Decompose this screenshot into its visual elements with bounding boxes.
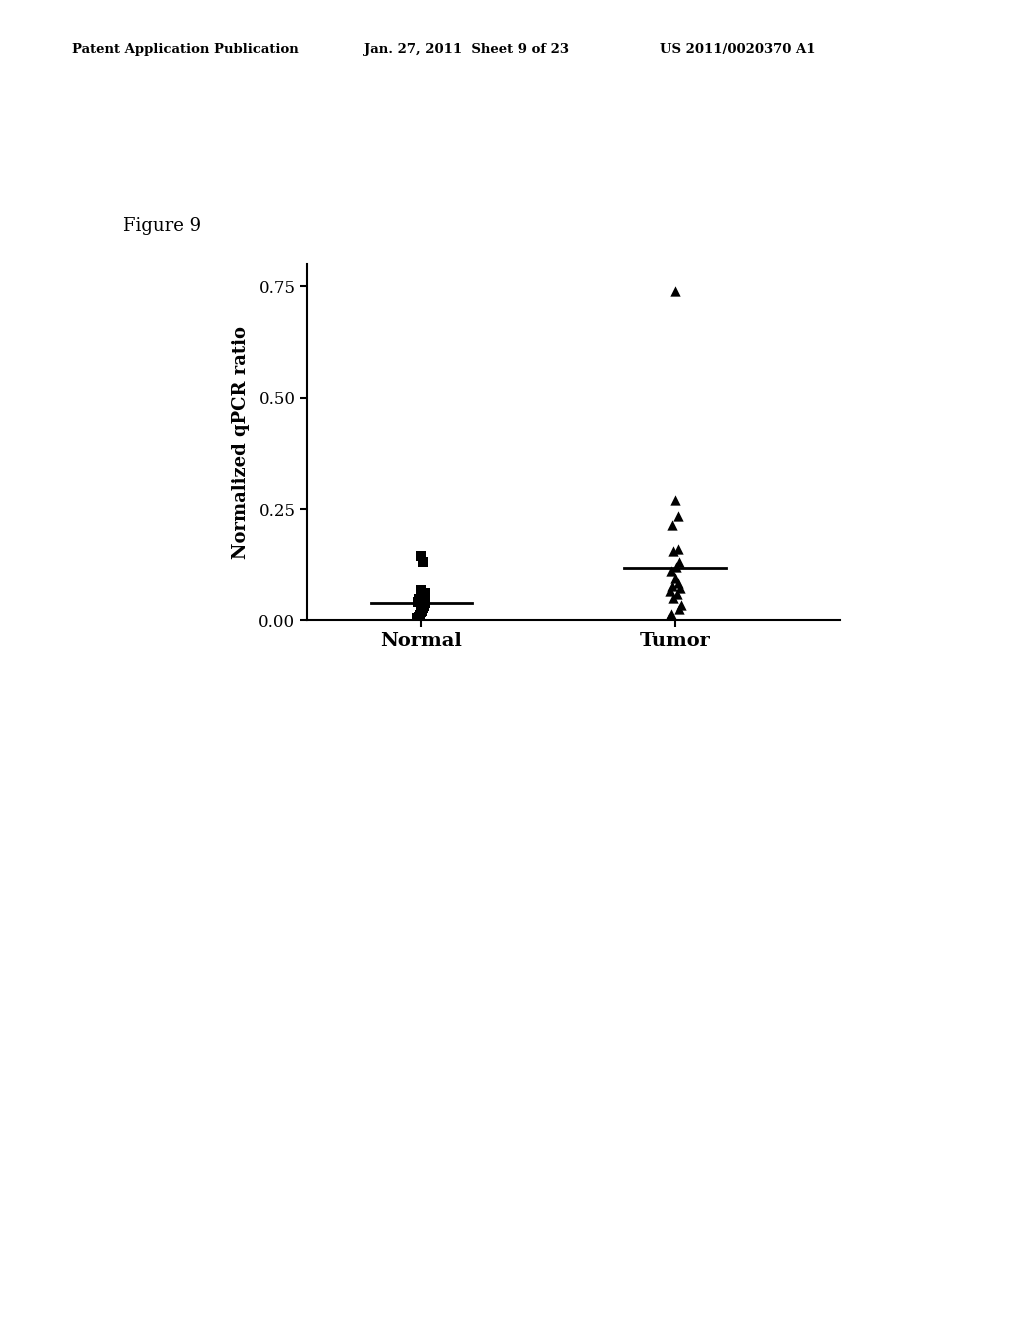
- Point: [671, 552, 687, 573]
- Point: [670, 572, 686, 593]
- Point: [663, 561, 679, 582]
- Point: [667, 490, 683, 511]
- Point: [418, 593, 434, 614]
- Point: [665, 587, 681, 609]
- Point: [670, 506, 686, 527]
- Point: [670, 539, 686, 560]
- Point: [414, 586, 430, 607]
- Point: [664, 576, 680, 597]
- Text: Figure 9: Figure 9: [123, 216, 201, 235]
- Point: [660, 607, 677, 628]
- Point: [415, 598, 431, 619]
- Point: [673, 594, 689, 615]
- Point: [667, 280, 683, 301]
- Point: [413, 602, 429, 623]
- Point: [412, 589, 428, 610]
- Point: [665, 541, 681, 562]
- Point: [413, 545, 429, 566]
- Text: US 2011/0020370 A1: US 2011/0020370 A1: [660, 42, 816, 55]
- Point: [415, 552, 431, 573]
- Point: [410, 607, 426, 628]
- Point: [664, 513, 680, 535]
- Point: [671, 599, 687, 620]
- Text: Patent Application Publication: Patent Application Publication: [72, 42, 298, 55]
- Point: [416, 595, 432, 616]
- Point: [672, 578, 688, 599]
- Point: [413, 579, 429, 601]
- Point: [414, 601, 430, 622]
- Point: [417, 582, 433, 603]
- Point: [410, 591, 426, 612]
- Point: [416, 583, 432, 605]
- Text: Jan. 27, 2011  Sheet 9 of 23: Jan. 27, 2011 Sheet 9 of 23: [364, 42, 568, 55]
- Point: [663, 603, 679, 624]
- Point: [411, 606, 427, 627]
- Point: [662, 581, 678, 602]
- Y-axis label: Normalized qPCR ratio: Normalized qPCR ratio: [232, 326, 250, 558]
- Point: [669, 557, 685, 578]
- Point: [412, 605, 428, 626]
- Point: [667, 568, 683, 589]
- Point: [669, 583, 685, 605]
